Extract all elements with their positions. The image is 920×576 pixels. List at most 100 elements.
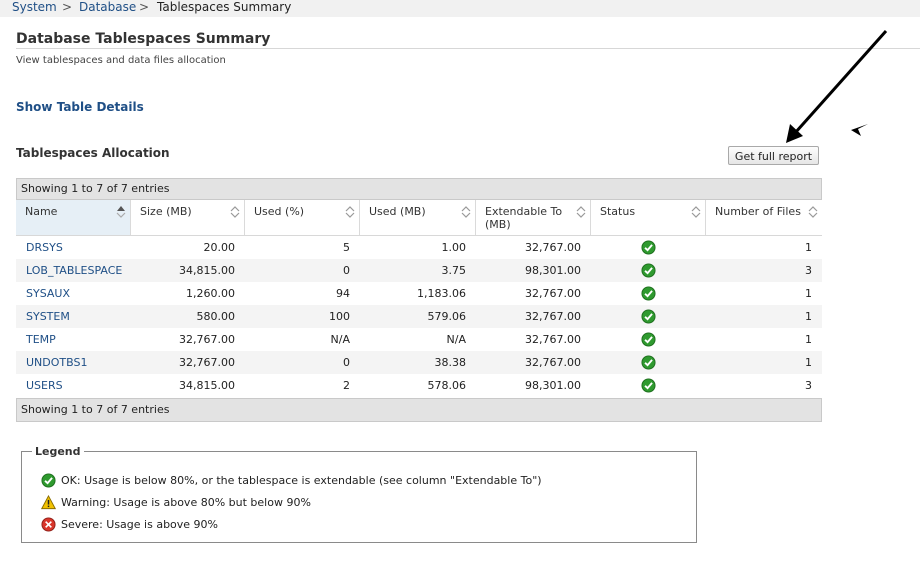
extendable-cell: 32,767.00 (525, 356, 581, 369)
warning-icon (41, 495, 56, 510)
legend-label: Warning: Usage is above 80% but below 90… (61, 496, 311, 509)
column-header-files[interactable]: Number of Files (706, 200, 822, 235)
column-header-name[interactable]: Name (16, 200, 131, 235)
legend-box: Legend OK: Usage is below 80%, or the ta… (21, 445, 697, 543)
files-cell: 1 (805, 287, 812, 300)
column-header-label: Used (%) (254, 205, 305, 218)
status-cell (591, 240, 706, 255)
sort-icon (576, 206, 586, 218)
size-cell: 1,260.00 (186, 287, 235, 300)
legend-item-warning: Warning: Usage is above 80% but below 90… (41, 495, 311, 510)
files-cell: 1 (805, 241, 812, 254)
column-header-used-pct[interactable]: Used (%) (245, 200, 360, 235)
used-mb-cell: 38.38 (434, 356, 467, 369)
extendable-cell: 98,301.00 (525, 264, 581, 277)
breadcrumb: System > Database > Tablespaces Summary (0, 0, 920, 17)
sort-icon (691, 206, 701, 218)
files-cell: 1 (805, 333, 812, 346)
tablespace-name-link[interactable]: DRSYS (26, 241, 63, 254)
breadcrumb-separator: > (139, 0, 150, 14)
files-cell: 1 (805, 310, 812, 323)
extendable-cell: 98,301.00 (525, 379, 581, 392)
show-table-details-link[interactable]: Show Table Details (16, 100, 144, 114)
breadcrumb-database-link[interactable]: Database (79, 0, 137, 14)
extendable-cell: 32,767.00 (525, 287, 581, 300)
used-pct-cell: 0 (343, 356, 350, 369)
ok-check-icon (641, 355, 656, 370)
legend-title: Legend (32, 445, 84, 458)
page-subtitle: View tablespaces and data files allocati… (16, 55, 226, 66)
files-cell: 1 (805, 356, 812, 369)
used-pct-cell: 2 (343, 379, 350, 392)
used-mb-cell: 579.06 (427, 310, 467, 323)
sort-icon (461, 206, 471, 218)
column-header-label: Name (25, 205, 58, 218)
column-header-status[interactable]: Status (591, 200, 706, 235)
table-row: UNDOTBS1 32,767.00 0 38.38 32,767.00 1 (16, 351, 822, 374)
page-title: Database Tablespaces Summary (16, 31, 271, 47)
breadcrumb-system-link[interactable]: System (12, 0, 57, 14)
ok-check-icon (641, 240, 656, 255)
used-mb-cell: 1,183.06 (417, 287, 466, 300)
size-cell: 20.00 (203, 241, 236, 254)
column-header-label: Number of Files (715, 205, 801, 218)
tablespace-name-link[interactable]: LOB_TABLESPACE (26, 264, 123, 277)
size-cell: 580.00 (196, 310, 236, 323)
size-cell: 32,767.00 (179, 333, 235, 346)
table-row: DRSYS 20.00 5 1.00 32,767.00 1 (16, 236, 822, 259)
ok-check-icon (641, 378, 656, 393)
column-header-extendable[interactable]: Extendable To (MB) (476, 200, 591, 235)
legend-label: OK: Usage is below 80%, or the tablespac… (61, 474, 542, 487)
tablespaces-table: Showing 1 to 7 of 7 entries Name Size (M… (16, 178, 822, 422)
extendable-cell: 32,767.00 (525, 333, 581, 346)
files-cell: 3 (805, 264, 812, 277)
size-cell: 32,767.00 (179, 356, 235, 369)
tablespace-name-link[interactable]: UNDOTBS1 (26, 356, 88, 369)
table-row: SYSAUX 1,260.00 94 1,183.06 32,767.00 1 (16, 282, 822, 305)
used-mb-cell: N/A (446, 333, 466, 346)
used-pct-cell: 0 (343, 264, 350, 277)
status-cell (591, 286, 706, 301)
used-pct-cell: 94 (336, 287, 350, 300)
used-mb-cell: 578.06 (427, 379, 467, 392)
status-cell (591, 332, 706, 347)
table-header: Name Size (MB) Used (%) Used (MB) Extend… (16, 200, 822, 236)
column-header-label: Status (600, 205, 636, 218)
table-body: DRSYS 20.00 5 1.00 32,767.00 1 LOB_TABLE… (16, 236, 822, 397)
size-cell: 34,815.00 (179, 264, 235, 277)
status-cell (591, 378, 706, 393)
used-pct-cell: 100 (329, 310, 350, 323)
table-row: SYSTEM 580.00 100 579.06 32,767.00 1 (16, 305, 822, 328)
used-mb-cell: 1.00 (441, 241, 467, 254)
ok-check-icon (641, 263, 656, 278)
column-header-used-mb[interactable]: Used (MB) (360, 200, 476, 235)
table-row: TEMP 32,767.00 N/A N/A 32,767.00 1 (16, 328, 822, 351)
sort-icon (808, 206, 818, 218)
ok-check-icon (641, 332, 656, 347)
table-row: LOB_TABLESPACE 34,815.00 0 3.75 98,301.0… (16, 259, 822, 282)
column-header-size[interactable]: Size (MB) (131, 200, 245, 235)
legend-label: Severe: Usage is above 90% (61, 518, 219, 531)
ok-check-icon (641, 309, 656, 324)
breadcrumb-current: Tablespaces Summary (157, 0, 292, 14)
tablespace-name-link[interactable]: SYSAUX (26, 287, 70, 300)
extendable-cell: 32,767.00 (525, 310, 581, 323)
ok-check-icon (41, 473, 56, 488)
legend-item-severe: Severe: Usage is above 90% (41, 517, 218, 532)
breadcrumb-separator: > (62, 0, 73, 14)
tablespace-name-link[interactable]: USERS (26, 379, 63, 392)
used-mb-cell: 3.75 (441, 264, 467, 277)
used-pct-cell: 5 (343, 241, 350, 254)
tablespace-name-link[interactable]: SYSTEM (26, 310, 70, 323)
section-title: Tablespaces Allocation (16, 146, 170, 160)
get-full-report-button[interactable]: Get full report (728, 146, 819, 165)
tablespace-name-link[interactable]: TEMP (26, 333, 56, 346)
sort-icon (345, 206, 355, 218)
status-cell (591, 355, 706, 370)
status-cell (591, 263, 706, 278)
table-row: USERS 34,815.00 2 578.06 98,301.00 3 (16, 374, 822, 397)
sort-icon (230, 206, 240, 218)
size-cell: 34,815.00 (179, 379, 235, 392)
column-header-label: Size (MB) (140, 205, 192, 218)
files-cell: 3 (805, 379, 812, 392)
